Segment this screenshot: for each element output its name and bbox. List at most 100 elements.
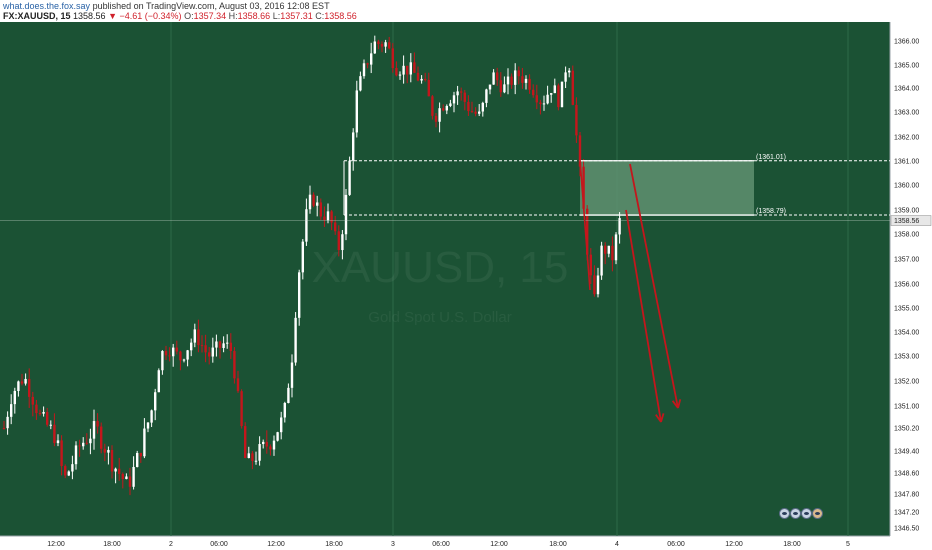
candle-body: [416, 72, 420, 81]
candle-body: [42, 411, 45, 414]
candle-body: [593, 275, 596, 295]
projection-arrow[interactable]: [629, 163, 679, 409]
x-tick-label: 18:00: [549, 541, 567, 548]
candle-body: [341, 234, 344, 251]
candle-body: [384, 42, 387, 47]
y-tick-label: 1359.00: [894, 208, 919, 215]
close-label: C:: [315, 11, 325, 21]
candle-body: [244, 426, 247, 458]
x-tick-label: 5: [846, 541, 850, 548]
candle-body: [427, 80, 430, 97]
candle-body: [586, 208, 589, 255]
candle-body: [49, 424, 52, 426]
watermark-symbol: XAUUSD, 15: [312, 243, 569, 292]
candle-body: [233, 351, 236, 379]
y-tick-label: 1363.00: [894, 110, 919, 117]
author-link[interactable]: what.does.the.fox.say: [3, 1, 91, 11]
candle-body: [31, 396, 34, 405]
candle-body: [348, 160, 351, 195]
x-tick-label: 12:00: [267, 541, 285, 548]
y-tick-label: 1350.20: [894, 426, 919, 433]
candle-body: [319, 202, 322, 217]
y-tick-label: 1365.00: [894, 63, 919, 70]
candle-body: [510, 76, 513, 85]
candle-body: [380, 44, 384, 47]
symbol-name[interactable]: FX:XAUUSD, 15: [3, 11, 71, 21]
candle-body: [197, 329, 200, 346]
x-tick-label: 2: [169, 541, 173, 548]
candle-body: [571, 70, 574, 105]
candle-body: [276, 432, 279, 441]
candle-body: [362, 63, 366, 77]
candle-body: [85, 442, 88, 444]
projection-arrow[interactable]: [625, 209, 662, 423]
candle-body: [222, 343, 225, 349]
publish-info: published on TradingView.com, August 03,…: [90, 1, 330, 11]
candle-body: [64, 466, 67, 476]
x-tick-label: 06:00: [667, 541, 685, 548]
candle-body: [154, 392, 157, 411]
y-tick-label: 1347.80: [894, 492, 919, 499]
candle-body: [388, 42, 391, 49]
last-price-label: 1358.56: [894, 218, 919, 225]
candle-body: [611, 245, 614, 261]
candle-body: [542, 103, 546, 105]
candle-body: [496, 72, 499, 81]
candle-body: [600, 245, 603, 276]
candle-body: [370, 53, 373, 65]
candle-body: [463, 92, 466, 102]
projection-arrows: [579, 159, 682, 423]
high-value: 1358.66: [237, 11, 271, 21]
candle-body: [290, 362, 294, 388]
chart-header: what.does.the.fox.say published on Tradi…: [0, 0, 932, 22]
candle-body: [413, 62, 416, 73]
candle-body: [67, 471, 70, 476]
candle-body: [236, 378, 240, 392]
candle-body: [262, 441, 265, 445]
price-change: ▼ −4.61 (−0.34%): [108, 11, 182, 21]
candle-body: [298, 272, 301, 318]
candle-body: [269, 446, 272, 450]
candle-body: [607, 245, 610, 254]
candle-body: [2, 428, 6, 429]
y-tick-label: 1348.60: [894, 471, 919, 478]
candle-body: [118, 468, 121, 474]
time-axis[interactable]: [0, 536, 890, 550]
x-tick-label: 3: [391, 541, 395, 548]
y-tick-label: 1347.20: [894, 510, 919, 517]
candle-body: [550, 93, 553, 95]
candle-body: [218, 341, 222, 349]
candlesticks: [2, 35, 621, 496]
candle-body: [46, 411, 49, 425]
candle-body: [305, 209, 308, 242]
candle-body: [161, 351, 164, 371]
candle-body: [182, 359, 186, 361]
candle-body: [524, 78, 528, 83]
candle-body: [74, 445, 78, 465]
price-axis[interactable]: [890, 22, 932, 550]
y-tick-label: 1358.00: [894, 232, 919, 239]
open-value: 1357.34: [193, 11, 227, 21]
y-tick-label: 1361.00: [894, 159, 919, 166]
candle-body: [229, 342, 232, 352]
candle-body: [377, 41, 380, 45]
candle-body: [240, 391, 243, 427]
candle-body: [366, 63, 369, 65]
candle-body: [604, 245, 607, 254]
candle-body: [168, 355, 171, 357]
logo-icon: [801, 508, 812, 519]
candle-body: [103, 448, 106, 453]
candle-body: [560, 81, 564, 108]
x-tick-label: 18:00: [783, 541, 801, 548]
candle-body: [499, 80, 502, 93]
candle-body: [226, 342, 229, 344]
candle-body: [352, 132, 355, 161]
candle-body: [442, 108, 445, 111]
candle-body: [539, 102, 542, 105]
candle-body: [449, 103, 452, 106]
candle-body: [24, 378, 27, 384]
supply-zone[interactable]: [580, 160, 754, 216]
candle-body: [553, 85, 556, 94]
candle-body: [578, 135, 582, 167]
